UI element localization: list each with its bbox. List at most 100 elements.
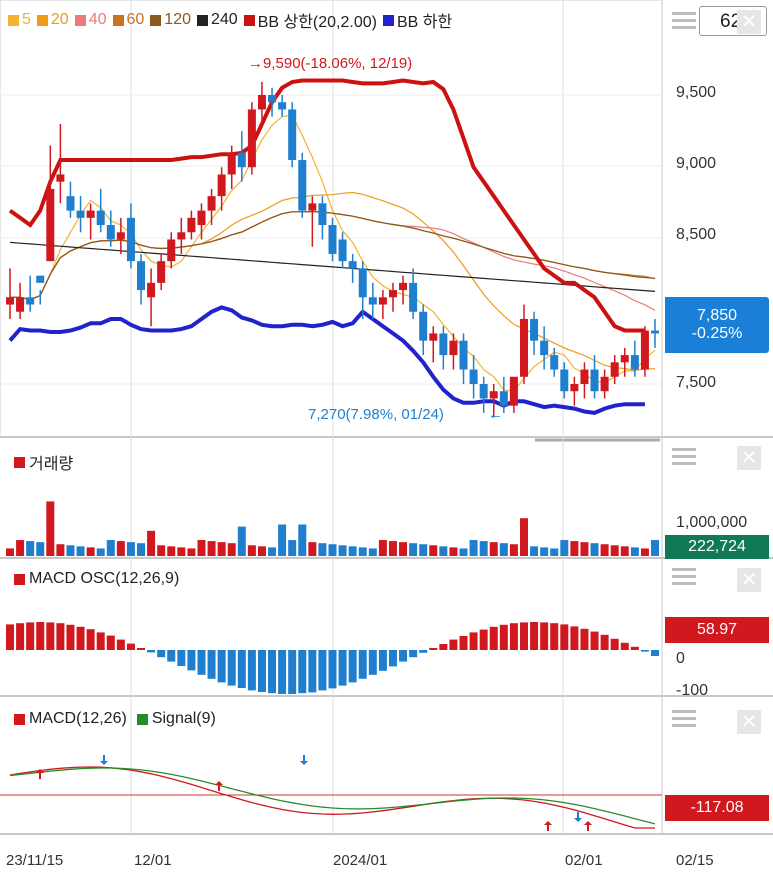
osc-bar bbox=[429, 648, 438, 650]
volume-bar bbox=[560, 540, 569, 556]
legend-swatch bbox=[382, 14, 394, 26]
osc-bar bbox=[348, 650, 357, 683]
osc-bar bbox=[116, 639, 125, 650]
legend-label: BB 하한 bbox=[396, 14, 453, 31]
osc-bar bbox=[16, 623, 25, 650]
volume-menu-icon[interactable] bbox=[672, 448, 696, 469]
volume-bar bbox=[620, 546, 629, 556]
legend-label: 120 bbox=[164, 11, 191, 28]
volume-bar bbox=[499, 543, 508, 556]
x-axis-label: 02/15 bbox=[676, 852, 714, 869]
candle-body bbox=[550, 355, 559, 370]
volume-bar bbox=[388, 541, 397, 556]
candle-body bbox=[36, 275, 45, 283]
volume-bar bbox=[489, 542, 498, 556]
main-close-icon[interactable]: ✕ bbox=[737, 10, 761, 34]
candle-body bbox=[429, 333, 438, 341]
volume-bar bbox=[449, 547, 458, 556]
chart-legend: 5 20 40 60 120 240 BB 상한(20,2.00) BB 하한 bbox=[8, 8, 452, 32]
candle-body bbox=[318, 203, 327, 226]
volume-bar bbox=[348, 546, 357, 556]
candle-body bbox=[610, 362, 619, 377]
osc-axis-zero: 0 bbox=[676, 650, 685, 667]
osc-bar bbox=[227, 650, 236, 686]
osc-bar bbox=[378, 650, 387, 671]
volume-bar bbox=[409, 543, 418, 556]
osc-bar bbox=[36, 622, 45, 650]
legend-item: 5 bbox=[8, 8, 31, 32]
volume-bar bbox=[106, 540, 115, 556]
candle-body bbox=[137, 261, 146, 291]
osc-bar bbox=[147, 650, 156, 653]
candle-body bbox=[237, 152, 246, 168]
osc-bar bbox=[126, 643, 135, 650]
volume-bar bbox=[479, 541, 488, 556]
osc-bar bbox=[46, 622, 55, 650]
candle-body bbox=[288, 109, 297, 161]
osc-bar bbox=[469, 632, 478, 650]
volume-close-icon[interactable]: ✕ bbox=[737, 446, 761, 470]
candle-body bbox=[56, 174, 65, 182]
signal-line bbox=[9, 767, 656, 825]
price-change: -0.25% bbox=[691, 325, 743, 342]
osc-bar bbox=[167, 650, 176, 662]
macd-close-icon[interactable]: ✕ bbox=[737, 710, 761, 734]
osc-menu-icon[interactable] bbox=[672, 568, 696, 589]
volume-bar bbox=[26, 541, 35, 556]
osc-bar bbox=[237, 650, 246, 688]
macd-menu-icon[interactable] bbox=[672, 710, 696, 731]
candle-body bbox=[519, 318, 528, 377]
osc-bar bbox=[288, 650, 297, 694]
legend-label: 20 bbox=[50, 11, 69, 28]
candle-body bbox=[328, 225, 337, 254]
volume-bar bbox=[368, 548, 377, 556]
osc-bar bbox=[207, 650, 216, 679]
osc-close-icon[interactable]: ✕ bbox=[737, 568, 761, 592]
osc-bar bbox=[509, 623, 518, 650]
volume-bar bbox=[247, 545, 256, 556]
osc-bar bbox=[409, 650, 418, 658]
osc-bar bbox=[76, 626, 85, 650]
candle-body bbox=[560, 369, 569, 392]
osc-bar bbox=[530, 622, 539, 650]
osc-bar bbox=[479, 629, 488, 650]
volume-bar bbox=[167, 546, 176, 556]
candle-body bbox=[640, 330, 649, 370]
osc-bar bbox=[56, 623, 65, 650]
main-menu-icon[interactable] bbox=[672, 12, 696, 33]
candle-body bbox=[76, 210, 85, 218]
osc-bar bbox=[358, 650, 367, 679]
volume-bar bbox=[288, 540, 297, 556]
osc-bar bbox=[247, 650, 256, 691]
candle-body bbox=[197, 210, 206, 226]
volume-bar bbox=[530, 546, 539, 556]
low-annotation-arrow: ← bbox=[488, 406, 503, 423]
volume-bar bbox=[519, 518, 528, 556]
volume-bar bbox=[540, 547, 549, 556]
current-price-tag: 7,850 -0.25% bbox=[665, 297, 769, 353]
candle-body bbox=[116, 232, 125, 240]
candle-body bbox=[247, 109, 256, 168]
volume-bar bbox=[459, 548, 468, 556]
volume-bar bbox=[76, 546, 85, 556]
osc-bar bbox=[550, 623, 559, 650]
candle-body bbox=[388, 290, 397, 298]
candle-body bbox=[126, 217, 135, 262]
volume-bar bbox=[36, 542, 45, 556]
ma5-line bbox=[10, 114, 656, 392]
osc-bar bbox=[278, 650, 287, 694]
volume-bar bbox=[580, 542, 589, 556]
legend-item: BB 하한 bbox=[382, 8, 453, 32]
legend-swatch bbox=[36, 14, 48, 26]
osc-bar bbox=[590, 631, 599, 650]
ma240-line bbox=[9, 241, 656, 292]
candle-body bbox=[308, 203, 317, 211]
osc-tag: 58.97 bbox=[665, 617, 769, 643]
candle-body bbox=[368, 297, 377, 305]
legend-swatch bbox=[8, 14, 19, 26]
osc-bar bbox=[257, 650, 266, 692]
candle-body bbox=[106, 225, 115, 240]
candle-body bbox=[26, 297, 35, 305]
osc-bar bbox=[399, 650, 408, 662]
volume-bar bbox=[147, 530, 156, 556]
